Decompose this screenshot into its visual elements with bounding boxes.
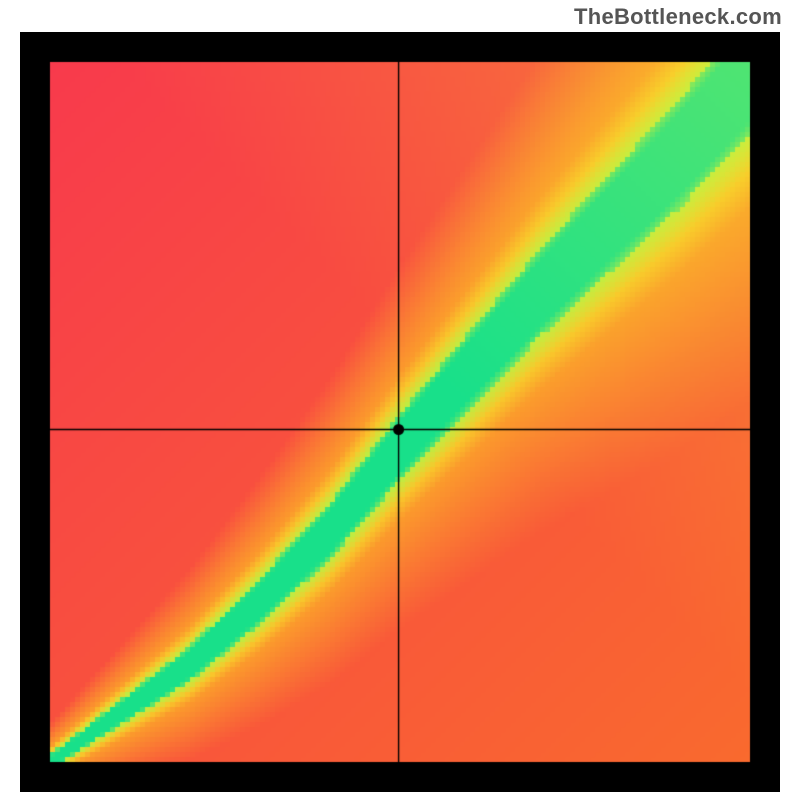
watermark-text: TheBottleneck.com <box>574 4 782 30</box>
heatmap-canvas <box>20 32 780 792</box>
chart-frame: TheBottleneck.com <box>0 0 800 800</box>
heatmap-container <box>20 32 780 792</box>
